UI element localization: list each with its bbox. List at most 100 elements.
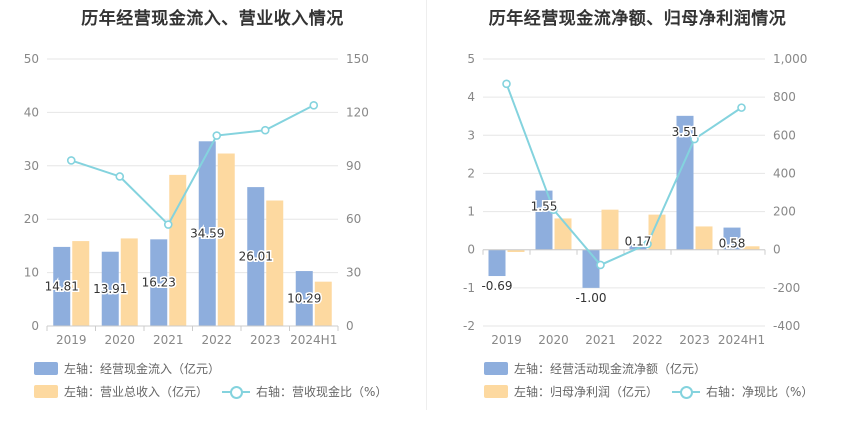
line-point xyxy=(66,156,76,165)
y-left-tick-label: 50 xyxy=(24,52,39,66)
data-label: -0.69 xyxy=(480,278,514,295)
bar xyxy=(723,227,741,250)
legend-item-cash-inflow[interactable]: 左轴：经营现金流入（亿元） xyxy=(34,360,220,377)
bar xyxy=(554,218,572,250)
legend-label: 左轴：归母净利润（亿元） xyxy=(514,385,659,399)
y-left-tick-label: 10 xyxy=(24,266,39,280)
y-right-tick-label: 400 xyxy=(773,166,796,180)
chart-panel-cash-inflow-revenue: 历年经营现金流入、营业收入情况 50 40 30 20 10 0 150 120 90 60 30 0… xyxy=(24,9,388,400)
line-point xyxy=(260,125,270,135)
legend-swatch xyxy=(484,362,508,375)
y-left-tick-label: 4 xyxy=(467,90,475,104)
y-left-tick-label: 0 xyxy=(467,243,475,257)
x-tick-label: 2024H1 xyxy=(290,333,337,347)
bar xyxy=(629,243,647,250)
line-point xyxy=(596,260,605,270)
line-point xyxy=(737,103,746,112)
bar xyxy=(169,174,187,326)
y-left-tick-label: 40 xyxy=(24,105,39,119)
legend-item-net-profit[interactable]: 左轴：归母净利润（亿元） xyxy=(484,383,658,400)
chart-panel-net-cash-profit: 历年经营现金流净额、归母净利润情况 5 4 3 2 1 0 -1 -2 1,000 800 600 4… xyxy=(425,0,850,437)
bar xyxy=(695,226,713,250)
data-label: 1.55 xyxy=(529,198,559,215)
chart-plot: 50 40 30 20 10 0 150 120 90 60 30 0 2019 2020 2021 2022… xyxy=(24,52,369,347)
data-label-text: 16.23 xyxy=(142,276,176,290)
series-line xyxy=(70,104,315,227)
y-left-tick-label: -2 xyxy=(463,319,475,333)
bar xyxy=(266,200,284,326)
line-point xyxy=(212,131,222,140)
y-right-tick-label: 150 xyxy=(346,52,369,66)
legend-label: 左轴：营业总收入（亿元） xyxy=(64,385,209,399)
data-label-text: 1.55 xyxy=(531,200,558,214)
y-right-tick-label: 600 xyxy=(773,128,796,142)
legend-label: 右轴：净现比（%） xyxy=(706,385,814,399)
data-label: 26.01 xyxy=(237,248,274,265)
bar xyxy=(217,153,235,326)
y-right-tick-label: 30 xyxy=(346,266,361,280)
data-label: 14.81 xyxy=(43,278,80,295)
x-tick-label: 2019 xyxy=(491,333,522,347)
bar xyxy=(101,251,119,326)
y-right-tick-label: -400 xyxy=(773,319,800,333)
x-tick-label: 2024H1 xyxy=(718,333,765,347)
y-left-tick-label: 2 xyxy=(467,166,475,180)
line-point xyxy=(309,100,319,110)
y-right-tick-label: 90 xyxy=(346,159,361,173)
data-label-text: 13.91 xyxy=(93,282,127,296)
data-label-text: 14.81 xyxy=(45,279,79,293)
bar xyxy=(295,271,313,326)
chart-title: 历年经营现金流入、营业收入情况 xyxy=(81,9,344,29)
y-right-tick-label: -200 xyxy=(773,281,800,295)
x-tick-label: 2022 xyxy=(632,333,663,347)
bar xyxy=(742,246,760,250)
bar xyxy=(601,209,619,250)
bar xyxy=(314,281,332,326)
legend-line-icon xyxy=(672,385,700,399)
legend-item-revenue[interactable]: 左轴：营业总收入（亿元） xyxy=(34,383,208,400)
data-label-text: -0.69 xyxy=(481,279,512,293)
legend-label: 右轴：营收现金比（%） xyxy=(256,385,388,399)
data-label: 0.17 xyxy=(623,233,653,250)
line-point xyxy=(502,79,511,89)
y-right-tick-label: 60 xyxy=(346,212,361,226)
x-tick-label: 2020 xyxy=(104,333,135,347)
y-right-tick-label: 120 xyxy=(346,105,369,119)
data-label: 0.58 xyxy=(717,235,747,252)
legend-item-net-cash-flow[interactable]: 左轴：经营活动现金流净额（亿元） xyxy=(484,360,706,377)
data-label: -1.00 xyxy=(574,289,608,306)
x-tick-label: 2021 xyxy=(153,333,184,347)
y-right-tick-label: 1,000 xyxy=(773,52,807,66)
y-left-tick-label: -1 xyxy=(463,281,475,295)
y-left-tick-label: 30 xyxy=(24,159,39,173)
bar xyxy=(582,249,600,288)
legend-item-net-cash-ratio[interactable]: 右轴：净现比（%） xyxy=(672,383,813,400)
x-tick-label: 2019 xyxy=(56,333,87,347)
data-label-text: 0.17 xyxy=(625,235,652,249)
y-right-tick-label: 0 xyxy=(346,319,354,333)
data-label-text: 34.59 xyxy=(190,227,224,241)
data-label-text: 10.29 xyxy=(287,292,321,306)
legend-swatch xyxy=(484,385,508,398)
line-point xyxy=(549,205,558,214)
data-label: 16.23 xyxy=(140,274,177,291)
panel-divider xyxy=(426,0,427,410)
chart-title: 历年经营现金流净额、归母净利润情况 xyxy=(488,9,787,29)
data-label-text: 0.58 xyxy=(719,237,746,251)
x-tick-label: 2023 xyxy=(679,333,710,347)
x-tick-label: 2020 xyxy=(538,333,569,347)
y-left-tick-label: 20 xyxy=(24,212,39,226)
y-left-tick-label: 1 xyxy=(467,205,475,219)
chart-plot: 5 4 3 2 1 0 -1 -2 1,000 800 600 400 200 0 -200 -400 2019… xyxy=(463,52,807,347)
y-right-tick-label: 200 xyxy=(773,205,796,219)
series-line xyxy=(505,83,743,267)
legend-item-cash-ratio[interactable]: 右轴：营收现金比（%） xyxy=(222,383,387,400)
x-tick-label: 2023 xyxy=(250,333,281,347)
x-tick-label: 2022 xyxy=(201,333,232,347)
bar xyxy=(507,249,525,253)
data-label: 13.91 xyxy=(92,280,129,297)
y-left-tick-label: 5 xyxy=(467,52,475,66)
y-left-tick-label: 3 xyxy=(467,128,475,142)
bar xyxy=(150,239,168,326)
